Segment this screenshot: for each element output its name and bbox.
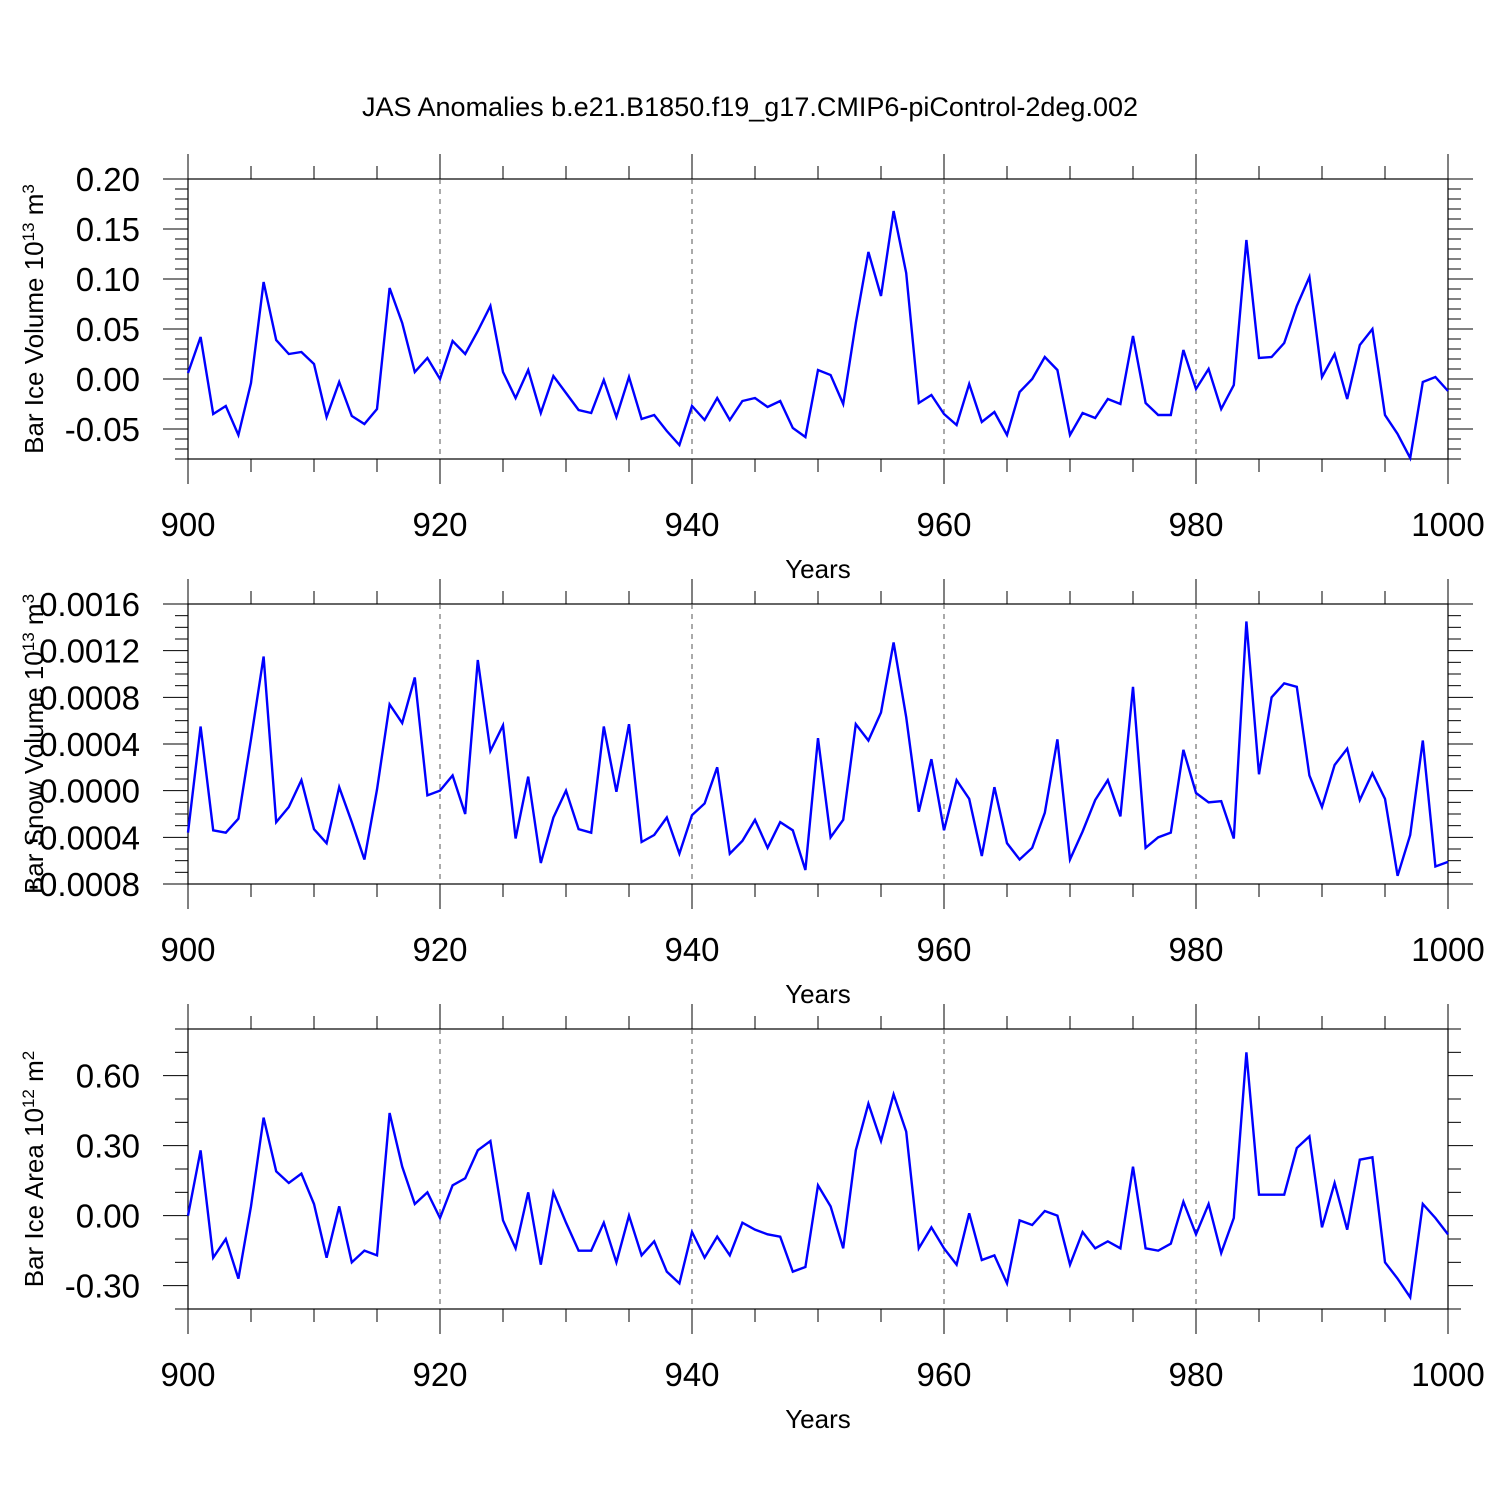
y-axis-title-superscript: 13 xyxy=(19,222,38,241)
x-tick-label: 940 xyxy=(664,506,719,543)
y-axis-title-text: m xyxy=(19,194,49,223)
x-tick-label: 980 xyxy=(1168,1356,1223,1393)
x-tick-label: 940 xyxy=(664,931,719,968)
x-tick-label: 1000 xyxy=(1411,931,1484,968)
x-axis-title: Years xyxy=(785,554,851,584)
y-tick-label: 0.20 xyxy=(76,161,140,198)
y-axis-title-text: Bar Ice Area 10 xyxy=(19,1108,49,1287)
y-tick-label: 0.10 xyxy=(76,261,140,298)
y-tick-label: 0.60 xyxy=(76,1058,140,1095)
x-tick-label: 980 xyxy=(1168,931,1223,968)
y-tick-label: 0.0000 xyxy=(39,773,140,810)
series-points xyxy=(187,621,1449,876)
x-tick-label: 960 xyxy=(916,1356,971,1393)
y-tick-label: -0.30 xyxy=(65,1268,140,1305)
x-tick-label: 900 xyxy=(160,1356,215,1393)
x-tick-label: 940 xyxy=(664,1356,719,1393)
y-axis-title-superscript: 3 xyxy=(19,594,38,603)
y-axis-title-superscript: 3 xyxy=(19,184,38,193)
y-tick-label: -0.0008 xyxy=(28,866,140,903)
x-tick-label: 960 xyxy=(916,506,971,543)
x-axis-title: Years xyxy=(785,979,851,1009)
plot-frame xyxy=(187,1028,1449,1310)
x-tick-label: 900 xyxy=(160,506,215,543)
plot-frame xyxy=(187,178,1449,460)
panels: 900 920 940 960 980 1000 Years 0.20 0.15 0.10 0.05… xyxy=(19,154,1485,1434)
y-axis-title-superscript: 12 xyxy=(19,1089,38,1108)
x-tick-label: 920 xyxy=(412,931,467,968)
chart-panel-3: 900 920 940 960 980 1000 Years 0.60 0.30 0.00 -0.3… xyxy=(19,1004,1485,1434)
y-tick-label: 0.0016 xyxy=(39,586,140,623)
y-axis-title: Bar Ice Area 1012 m2 xyxy=(19,1051,50,1288)
y-axis-title: Bar Snow Volume 1013 m3 xyxy=(19,594,50,894)
y-tick-label: 0.00 xyxy=(76,361,140,398)
y-axis-title-text: m xyxy=(19,1060,49,1089)
y-tick-label: 0.0012 xyxy=(39,633,140,670)
series-points xyxy=(187,1052,1449,1298)
chart-panel-2: 900 920 940 960 980 1000 Years 0.0016 0.0012 0.00… xyxy=(19,579,1485,1009)
series-line-bar-snow-volume xyxy=(186,621,1449,877)
y-tick-label: 0.30 xyxy=(76,1128,140,1165)
y-tick-label: -0.0004 xyxy=(28,819,140,856)
y-tick-label: 0.00 xyxy=(76,1198,140,1235)
y-tick-label: 0.0004 xyxy=(39,726,140,763)
x-tick-label: 920 xyxy=(412,1356,467,1393)
x-tick-label: 900 xyxy=(160,931,215,968)
x-tick-label: 980 xyxy=(1168,506,1223,543)
x-tick-label: 920 xyxy=(412,506,467,543)
y-axis-title: Bar Ice Volume 1013 m3 xyxy=(19,184,50,454)
y-tick-label: 0.0008 xyxy=(39,679,140,716)
series-line-bar-ice-area xyxy=(186,1052,1449,1301)
y-tick-label: 0.05 xyxy=(76,311,140,348)
y-tick-label: -0.05 xyxy=(65,411,140,448)
y-axis-title-superscript: 13 xyxy=(19,632,38,651)
series-line-bar-ice-volume xyxy=(186,210,1449,462)
x-tick-label: 960 xyxy=(916,931,971,968)
y-tick-label: 0.15 xyxy=(76,211,140,248)
x-tick-label: 1000 xyxy=(1411,1356,1484,1393)
y-axis-title-text: m xyxy=(19,603,49,632)
x-tick-label: 1000 xyxy=(1411,506,1484,543)
y-axis-title-text: Bar Snow Volume 10 xyxy=(19,651,49,894)
series-points xyxy=(187,210,1449,459)
y-axis-title-text: Bar Ice Volume 10 xyxy=(19,241,49,453)
figure-title: JAS Anomalies b.e21.B1850.f19_g17.CMIP6-… xyxy=(362,92,1138,122)
chart-panel-1: 900 920 940 960 980 1000 Years 0.20 0.15 0.10 0.05… xyxy=(19,154,1485,584)
x-axis-title: Years xyxy=(785,1404,851,1434)
y-axis-title-superscript: 2 xyxy=(19,1051,38,1060)
